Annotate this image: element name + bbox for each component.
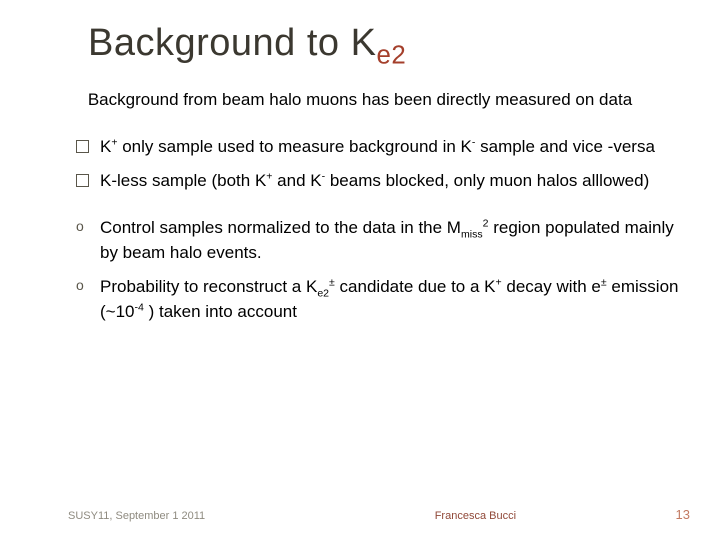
- bullet-item: K+ only sample used to measure backgroun…: [76, 136, 688, 158]
- bullet-item: K-less sample (both K+ and K- beams bloc…: [76, 170, 688, 192]
- circle-bullet-icon: [76, 276, 100, 323]
- square-bullet-icon: [76, 136, 100, 158]
- bullet-item: Probability to reconstruct a Ke2± candid…: [76, 276, 688, 323]
- spacer: [76, 203, 688, 217]
- slide: Background to Ke2 Background from beam h…: [0, 0, 720, 540]
- bullet-item: Control samples normalized to the data i…: [76, 217, 688, 264]
- footer-author: Francesca Bucci: [205, 510, 675, 522]
- page-number: 13: [676, 507, 690, 522]
- circle-bullet-icon: [76, 217, 100, 264]
- slide-title: Background to Ke2: [88, 22, 692, 71]
- bullet-text: Probability to reconstruct a Ke2± candid…: [100, 276, 688, 323]
- title-subscript: e2: [376, 42, 406, 70]
- title-prefix: Background to K: [88, 22, 376, 64]
- slide-subtitle: Background from beam halo muons has been…: [68, 89, 652, 110]
- footer-date: SUSY11, September 1 2011: [68, 510, 205, 522]
- bullet-text: Control samples normalized to the data i…: [100, 217, 688, 264]
- square-bullet-icon: [76, 170, 100, 192]
- bullet-text: K-less sample (both K+ and K- beams bloc…: [100, 170, 688, 192]
- bullet-text: K+ only sample used to measure backgroun…: [100, 136, 688, 158]
- slide-footer: SUSY11, September 1 2011 Francesca Bucci…: [0, 507, 720, 522]
- body-content: K+ only sample used to measure backgroun…: [76, 136, 688, 323]
